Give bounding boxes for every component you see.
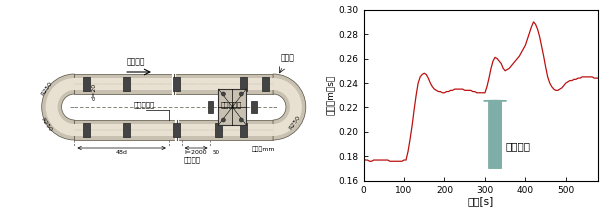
Text: ポンプ: ポンプ: [281, 53, 295, 62]
Text: 単位：mm: 単位：mm: [251, 146, 275, 152]
Bar: [173, 123, 180, 137]
Text: d=20: d=20: [92, 83, 97, 100]
Text: 流れ方向: 流れ方向: [127, 57, 145, 66]
Circle shape: [221, 118, 226, 122]
Bar: [83, 123, 90, 137]
Bar: [74, 78, 273, 90]
Wedge shape: [273, 78, 302, 136]
Bar: [74, 124, 273, 136]
Bar: [74, 120, 273, 140]
Text: 圧力タップ: 圧力タップ: [134, 101, 154, 108]
Text: 電磁流量計: 電磁流量計: [221, 101, 242, 108]
Circle shape: [221, 92, 226, 96]
Text: R250: R250: [40, 117, 53, 133]
Bar: [74, 74, 273, 94]
Bar: [262, 77, 268, 91]
Bar: [251, 101, 257, 113]
Bar: [173, 77, 180, 91]
Text: R250: R250: [288, 115, 302, 131]
Bar: [240, 77, 246, 91]
Bar: [240, 123, 246, 137]
Circle shape: [239, 118, 243, 122]
Wedge shape: [46, 78, 74, 136]
Text: 50: 50: [213, 150, 220, 155]
Wedge shape: [273, 74, 306, 140]
Text: 流量増加: 流量増加: [505, 142, 530, 152]
Bar: [208, 101, 213, 113]
Text: テスト部: テスト部: [184, 156, 200, 163]
X-axis label: 時間[s]: 時間[s]: [468, 196, 494, 206]
Text: 48d: 48d: [116, 150, 128, 155]
Bar: [123, 123, 129, 137]
Y-axis label: 流量［m／s］: 流量［m／s］: [327, 75, 336, 115]
Bar: [83, 77, 90, 91]
Bar: [215, 123, 222, 137]
Wedge shape: [42, 74, 74, 140]
Text: R250: R250: [40, 81, 53, 97]
Text: l=2000: l=2000: [185, 150, 207, 155]
Bar: [123, 77, 129, 91]
Circle shape: [239, 92, 243, 96]
FancyBboxPatch shape: [218, 89, 246, 125]
